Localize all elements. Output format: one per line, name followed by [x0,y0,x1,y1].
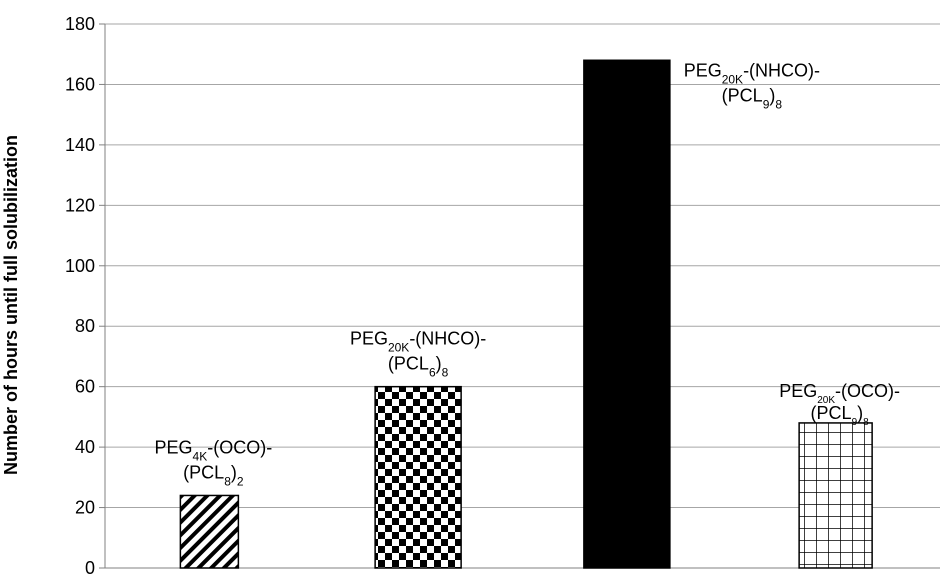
gridlines [105,23,940,509]
bar-label: PEG20K-(NHCO)-(PCL6)8 [350,329,486,380]
bar [374,385,462,569]
y-tick-label: 80 [75,316,95,336]
y-tick-label: 60 [75,377,95,397]
bar-label-line-2: (PCL6)8 [388,354,449,380]
bar-label-line-1: PEG4K-(OCO)- [155,437,273,463]
bar-label-line-1: PEG20K-(OCO)- [779,381,900,406]
bar-label: PEG20K-(NHCO)-(PCL9)8 [684,60,820,111]
bar-label: PEG20K-(OCO)-(PCL9)8 [779,381,900,428]
y-tick-label: 140 [65,135,95,155]
bar-label: PEG4K-(OCO)-(PCL8)2 [155,437,273,488]
bar [798,422,873,569]
bar-labels: PEG4K-(OCO)-(PCL8)2PEG20K-(NHCO)-(PCL6)8… [155,60,900,488]
y-tick-label: 120 [65,195,95,215]
bar-label-line-1: PEG20K-(NHCO)- [684,60,820,86]
y-tick-label: 160 [65,74,95,94]
y-axis-title: Number of hours until full solubilizatio… [1,135,21,475]
bars [179,59,873,569]
bar [583,59,671,569]
bar-label-line-2: (PCL8)2 [183,462,244,488]
y-tick-label: 20 [75,498,95,518]
bar-label-line-1: PEG20K-(NHCO)- [350,329,486,355]
y-tick-label: 40 [75,437,95,457]
bar-label-line-2: (PCL9)8 [811,403,870,428]
y-tick-label: 0 [85,558,95,576]
bar [179,494,240,569]
bar-label-line-2: (PCL9)8 [722,85,783,111]
y-tick-label: 100 [65,256,95,276]
axes: 0 20 40 60 80 100 120 140 160 180 [65,14,940,576]
y-tick-label: 180 [65,14,95,34]
